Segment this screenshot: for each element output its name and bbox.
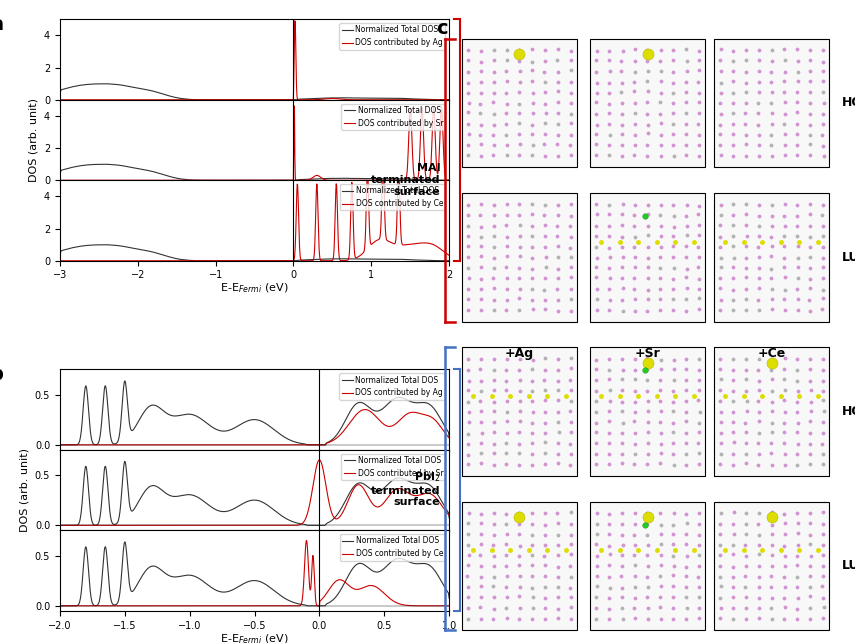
Text: LUB: LUB — [842, 251, 855, 264]
Text: +Sr: +Sr — [634, 347, 661, 360]
Legend: Normalized Total DOS, DOS contributed by Sr: Normalized Total DOS, DOS contributed by… — [341, 454, 445, 480]
Bar — [714, 347, 829, 476]
Y-axis label: DOS (arb. unit): DOS (arb. unit) — [28, 98, 38, 182]
Bar — [590, 193, 705, 322]
Text: MAI
terminated
surface: MAI terminated surface — [371, 163, 440, 197]
X-axis label: E-E$_{Fermi}$ (eV): E-E$_{Fermi}$ (eV) — [221, 282, 289, 295]
Text: HOB: HOB — [842, 96, 855, 109]
Bar — [462, 502, 577, 630]
Bar — [714, 502, 829, 630]
Text: a: a — [0, 15, 3, 34]
Bar — [462, 39, 577, 167]
Bar — [462, 347, 577, 476]
Legend: Normalized Total DOS, DOS contributed by Sr: Normalized Total DOS, DOS contributed by… — [341, 104, 445, 130]
Legend: Normalized Total DOS, DOS contributed by Ce: Normalized Total DOS, DOS contributed by… — [339, 184, 445, 210]
Bar — [714, 193, 829, 322]
Legend: Normalized Total DOS, DOS contributed by Ag: Normalized Total DOS, DOS contributed by… — [339, 23, 445, 50]
Text: +Ce: +Ce — [758, 347, 786, 360]
Text: LUB: LUB — [842, 559, 855, 572]
Text: +Ag: +Ag — [504, 347, 534, 360]
Y-axis label: DOS (arb. unit): DOS (arb. unit) — [19, 448, 29, 532]
Bar — [462, 193, 577, 322]
Text: c: c — [436, 19, 448, 39]
Legend: Normalized Total DOS, DOS contributed by Ag: Normalized Total DOS, DOS contributed by… — [339, 373, 445, 399]
Bar — [590, 39, 705, 167]
Legend: Normalized Total DOS, DOS contributed by Ce: Normalized Total DOS, DOS contributed by… — [339, 534, 445, 561]
Bar — [714, 39, 829, 167]
Text: PbI$_2$
terminated
surface: PbI$_2$ terminated surface — [371, 470, 440, 507]
Bar — [590, 347, 705, 476]
Text: HOB: HOB — [842, 405, 855, 418]
Text: b: b — [0, 365, 3, 385]
Bar — [590, 502, 705, 630]
X-axis label: E-E$_{Fermi}$ (eV): E-E$_{Fermi}$ (eV) — [221, 632, 289, 643]
